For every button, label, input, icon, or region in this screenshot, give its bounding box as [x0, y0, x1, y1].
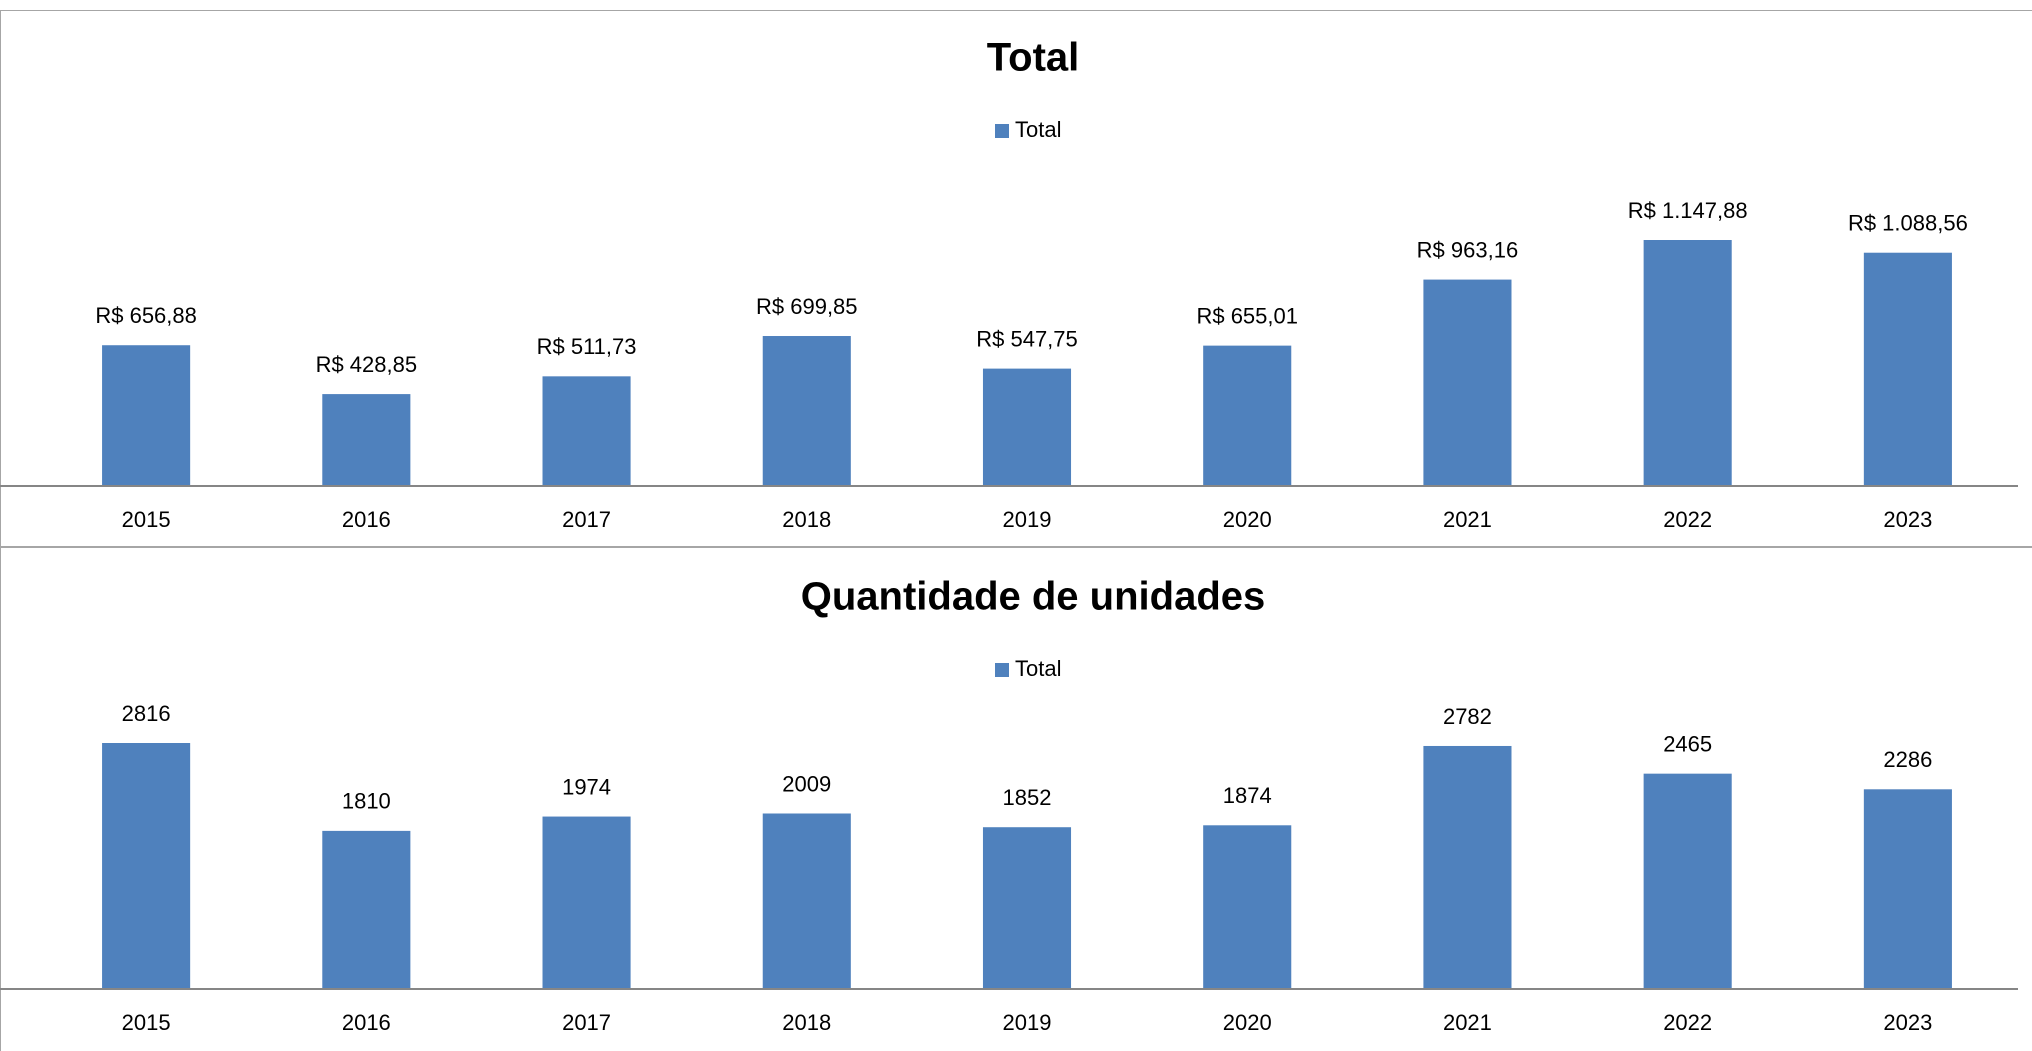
x-tick-label: 2021	[1443, 507, 1492, 532]
data-label: R$ 963,16	[1417, 237, 1519, 262]
data-label: 2465	[1663, 731, 1712, 756]
x-tick-label: 2016	[342, 1010, 391, 1035]
x-tick-label: 2020	[1223, 1010, 1272, 1035]
bar	[1643, 240, 1732, 486]
chart-frame	[0, 547, 2032, 1051]
data-label: 2009	[782, 771, 831, 796]
bar	[982, 368, 1072, 486]
bar	[762, 336, 851, 486]
data-label: 2816	[122, 701, 171, 726]
x-tick-label: 2015	[122, 1010, 171, 1035]
data-label: R$ 1.088,56	[1848, 211, 1968, 236]
x-tick-label: 2017	[562, 1010, 611, 1035]
x-tick-label: 2023	[1883, 507, 1932, 532]
bar	[982, 827, 1072, 989]
bar	[542, 376, 631, 486]
data-label: R$ 699,85	[756, 294, 858, 319]
bar	[1423, 745, 1512, 989]
data-label: R$ 1.147,88	[1628, 198, 1748, 223]
bar	[322, 830, 411, 989]
bar	[1423, 279, 1512, 486]
x-tick-label: 2023	[1883, 1010, 1932, 1035]
bar	[1643, 773, 1732, 989]
bar	[102, 743, 191, 989]
legend-swatch	[995, 663, 1009, 677]
bar	[1203, 345, 1292, 486]
x-tick-label: 2015	[122, 507, 171, 532]
data-label: R$ 655,01	[1196, 303, 1298, 328]
data-label: R$ 511,73	[537, 334, 637, 359]
bar	[762, 813, 851, 989]
legend-label: Total	[1015, 117, 1061, 142]
data-label: R$ 656,88	[95, 303, 197, 328]
x-tick-label: 2022	[1663, 507, 1712, 532]
x-tick-label: 2022	[1663, 1010, 1712, 1035]
bar	[322, 394, 411, 486]
x-tick-label: 2016	[342, 507, 391, 532]
data-label: 2286	[1883, 747, 1932, 772]
bar	[1863, 789, 1952, 989]
data-label: R$ 428,85	[316, 352, 418, 377]
data-label: 2782	[1443, 704, 1492, 729]
x-tick-label: 2019	[1003, 507, 1052, 532]
chart-frame	[0, 10, 2032, 547]
x-tick-label: 2021	[1443, 1010, 1492, 1035]
data-label: 1810	[342, 789, 391, 814]
data-label: 1974	[562, 774, 611, 799]
chart-title: Total	[987, 36, 1080, 80]
x-tick-label: 2018	[782, 1010, 831, 1035]
legend-swatch	[995, 124, 1009, 138]
data-label: R$ 547,75	[976, 326, 1078, 351]
bar	[1863, 252, 1952, 486]
bar	[1203, 825, 1292, 989]
bar	[542, 816, 631, 989]
x-tick-label: 2019	[1003, 1010, 1052, 1035]
data-label: 1874	[1223, 783, 1272, 808]
legend-label: Total	[1015, 656, 1061, 681]
x-tick-label: 2018	[782, 507, 831, 532]
bar	[102, 345, 191, 486]
data-label: 1852	[1003, 785, 1052, 810]
chart-title: Quantidade de unidades	[801, 575, 1266, 619]
x-tick-label: 2017	[562, 507, 611, 532]
x-tick-label: 2020	[1223, 507, 1272, 532]
